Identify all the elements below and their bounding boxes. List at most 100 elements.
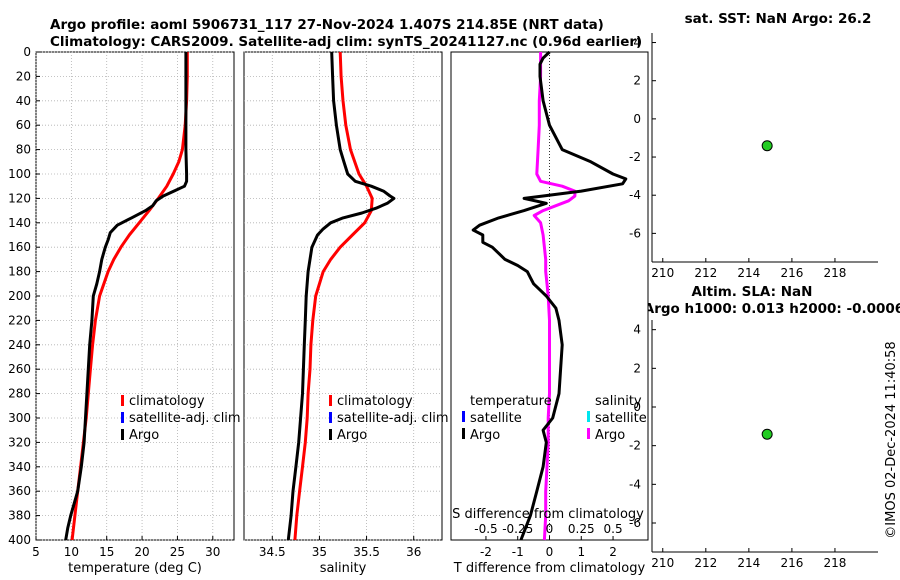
y-tick-label: 360 (8, 484, 31, 498)
timestamp-stamp: ©IMOS 02-Dec-2024 11:40:58 (884, 341, 899, 538)
legend-swatch-climatology (329, 395, 332, 406)
x-tick-label: 25 (170, 545, 185, 559)
map-x-tick-label: 210 (651, 266, 674, 280)
temperature-panel: 5 10 15 20 25 3002040608010012014016018020022… (8, 45, 241, 576)
legend-swatch-t-argo (462, 428, 465, 439)
map-y-tick-label: -6 (629, 226, 641, 240)
map-y-tick-label: 4 (633, 323, 641, 337)
map-y-tick-label: -6 (629, 516, 641, 530)
y-tick-label: 340 (8, 460, 31, 474)
map-y-tick-label: -4 (629, 477, 641, 491)
y-tick-label: 280 (8, 387, 31, 401)
s-tick-label: -0.25 (502, 522, 533, 536)
x-tick-label: 20 (134, 545, 149, 559)
legend-swatch-climatology (121, 395, 124, 406)
sla-map-title-line2: Argo h1000: 0.013 h2000: -0.0006 (644, 301, 900, 317)
series-line-salinity-argo (532, 52, 577, 541)
x-tick-label: 35.5 (353, 545, 380, 559)
x-axis-label: T difference from climatology (453, 561, 646, 576)
y-tick-label: 160 (8, 240, 31, 254)
series-line-argo (64, 52, 189, 541)
s-tick-label: 0.25 (568, 522, 595, 536)
map-x-tick-label: 218 (823, 556, 846, 570)
map-y-tick-label: -2 (629, 150, 641, 164)
y-tick-label: 320 (8, 435, 31, 449)
y-tick-label: 20 (16, 69, 31, 83)
sst-map-title: sat. SST: NaN Argo: 26.2 (685, 11, 872, 27)
y-tick-label: 240 (8, 338, 31, 352)
legend-label-climatology: climatology (337, 394, 413, 409)
y-tick-label: 180 (8, 265, 31, 279)
legend-swatch-s-satellite (587, 411, 590, 422)
y-tick-label: 140 (8, 216, 31, 230)
s-diff-axis-label: S difference from climatology (452, 507, 644, 522)
map-x-tick-label: 212 (694, 556, 717, 570)
map-x-tick-label: 218 (823, 266, 846, 280)
legend-title-temperature: temperature (470, 394, 552, 409)
map-x-tick-label: 216 (780, 556, 803, 570)
legend-swatch-argo (329, 429, 332, 440)
series-line-temperature-argo (471, 50, 628, 541)
y-tick-label: 220 (8, 313, 31, 327)
y-tick-label: 100 (8, 167, 31, 181)
x-tick-label: 0 (546, 545, 554, 559)
map-y-tick-label: -2 (629, 439, 641, 453)
map-y-tick-label: -4 (629, 188, 641, 202)
x-tick-label: 2 (609, 545, 617, 559)
legend-label-climatology: climatology (129, 394, 205, 409)
legend-swatch-satellite (329, 412, 332, 423)
y-tick-label: 400 (8, 533, 31, 547)
legend-swatch-argo (121, 429, 124, 440)
figure-title-line2: Climatology: CARS2009. Satellite-adj cli… (50, 34, 642, 50)
legend-label-argo: Argo (337, 428, 367, 443)
x-tick-label: -1 (512, 545, 524, 559)
x-axis-label: salinity (320, 561, 367, 576)
map-x-tick-label: 212 (694, 266, 717, 280)
x-tick-label: 35 (312, 545, 327, 559)
y-tick-label: 60 (16, 118, 31, 132)
map-y-tick-label: 0 (633, 400, 641, 414)
legend-label-t-satellite: satellite (470, 411, 522, 426)
legend-title-salinity: salinity (595, 394, 642, 409)
x-tick-label: 15 (99, 545, 114, 559)
y-tick-label: 120 (8, 191, 31, 205)
float-position-marker (761, 428, 773, 440)
sla-map-panel: -6 -4 -2 0 2 4 210 212 214 216 218 (629, 320, 878, 570)
x-tick-label: 36 (406, 545, 421, 559)
x-tick-label: 30 (205, 545, 220, 559)
s-tick-label: -0.5 (474, 522, 497, 536)
legend-label-t-argo: Argo (470, 428, 500, 443)
y-tick-label: 80 (16, 143, 31, 157)
map-x-tick-label: 214 (737, 266, 760, 280)
y-tick-label: 0 (23, 45, 31, 59)
y-tick-label: 200 (8, 289, 31, 303)
figure-title-line1: Argo profile: aoml 5906731_117 27-Nov-20… (50, 17, 604, 33)
series-line-climatology (293, 51, 374, 541)
legend-label-s-satellite: satellite (595, 411, 647, 426)
legend-swatch-t-satellite (462, 411, 465, 422)
legend-label-satellite: satellite-adj. clim (337, 411, 449, 426)
y-tick-label: 40 (16, 94, 31, 108)
y-tick-label: 300 (8, 411, 31, 425)
salinity-panel: 34.5 35 35.5 36 salinity climatology satellite… (243, 51, 449, 576)
sst-map-panel: -6 -4 -2 0 2 4 210 212 214 216 218 (629, 33, 878, 280)
legend-swatch-satellite (121, 412, 124, 423)
map-y-tick-label: 2 (633, 74, 641, 88)
s-tick-label: 0.5 (604, 522, 623, 536)
map-y-tick-label: 0 (633, 112, 641, 126)
sla-map-title-line1: Altim. SLA: NaN (692, 284, 813, 300)
legend-label-s-argo: Argo (595, 428, 625, 443)
legend-swatch-s-argo (587, 428, 590, 439)
legend-label-satellite: satellite-adj. clim (129, 411, 241, 426)
x-axis-label: temperature (deg C) (68, 561, 202, 576)
legend-label-argo: Argo (129, 428, 159, 443)
map-x-tick-label: 216 (780, 266, 803, 280)
map-x-tick-label: 210 (651, 556, 674, 570)
map-y-tick-label: 4 (633, 36, 641, 50)
float-position-marker (761, 140, 773, 152)
x-tick-label: 34.5 (259, 545, 286, 559)
x-tick-label: 5 (32, 545, 40, 559)
series-line-argo (286, 51, 396, 541)
map-y-tick-label: 2 (633, 361, 641, 375)
y-tick-label: 260 (8, 362, 31, 376)
